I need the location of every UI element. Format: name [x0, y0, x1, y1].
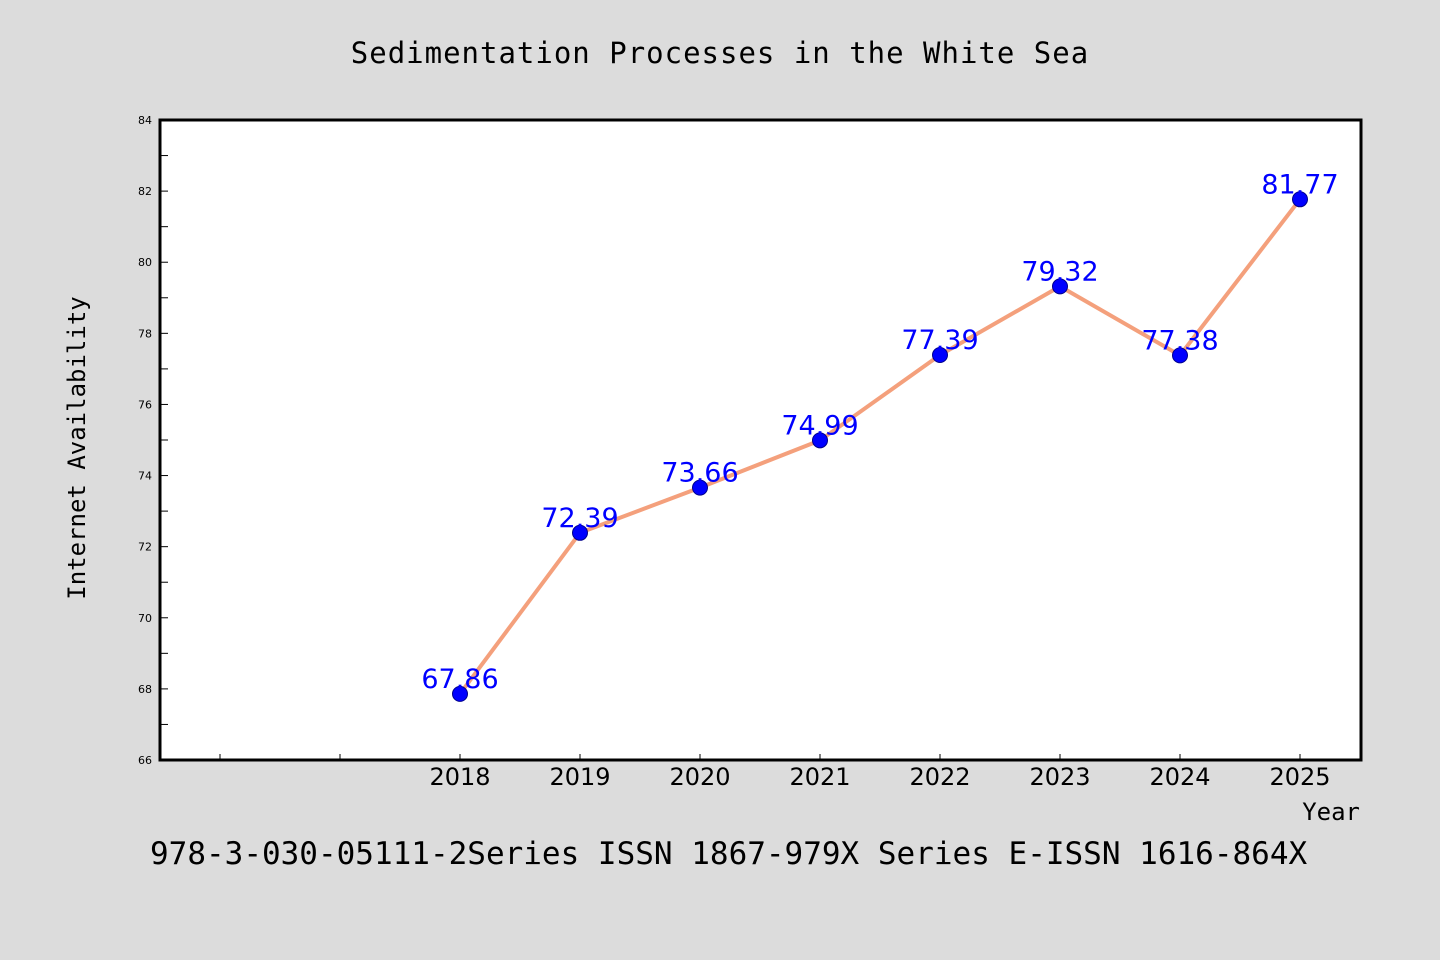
- x-tick-label: 2021: [789, 763, 850, 791]
- data-label: 79.32: [1021, 256, 1098, 287]
- data-point: [1292, 191, 1308, 208]
- y-tick-label: 82: [138, 185, 152, 198]
- y-tick-label: 80: [138, 256, 152, 269]
- y-tick-label: 84: [138, 114, 152, 127]
- x-tick-label: 2024: [1149, 763, 1210, 791]
- data-point: [1172, 347, 1188, 364]
- data-point: [932, 347, 948, 364]
- y-axis-label: Internet Availability: [63, 296, 91, 599]
- data-markers: [452, 191, 1308, 702]
- y-tick-label: 76: [138, 398, 152, 411]
- chart-title: Sedimentation Processes in the White Sea: [351, 36, 1089, 70]
- y-axis: 66 68 70 72 74 76 78 80 82 84: [138, 114, 168, 767]
- x-tick-label: 2025: [1269, 763, 1330, 791]
- data-label: 72.39: [541, 503, 618, 534]
- data-label: 81.77: [1261, 169, 1338, 200]
- series-line-group: [458, 198, 1302, 696]
- data-point: [692, 479, 708, 496]
- data-label: 73.66: [661, 458, 738, 489]
- data-label: 74.99: [781, 410, 858, 441]
- x-tick-label: 2022: [909, 763, 970, 791]
- data-point: [812, 432, 828, 449]
- y-tick-label: 66: [138, 754, 152, 767]
- y-tick-label: 72: [138, 541, 152, 554]
- x-tick-label: 2023: [1029, 763, 1090, 791]
- footer-isbn-text: 978-3-030-05111-2Series ISSN 1867-979X S…: [150, 836, 1307, 872]
- data-label: 77.38: [1141, 325, 1218, 356]
- x-tick-label: 2020: [669, 763, 730, 791]
- x-axis-label: Year: [1302, 798, 1360, 826]
- x-axis: 2018 2019 2020 2021 2022 2023 2024 2025: [219, 754, 1331, 791]
- x-tick-label: 2019: [549, 763, 610, 791]
- data-point: [1052, 278, 1068, 295]
- y-tick-label: 74: [138, 470, 152, 483]
- plot-area: [158, 118, 1363, 762]
- data-label: 67.86: [421, 664, 498, 695]
- data-point: [572, 524, 588, 541]
- y-tick-label: 68: [138, 683, 152, 696]
- series-line: [458, 198, 1302, 696]
- data-label: 77.39: [901, 325, 978, 356]
- data-point: [452, 685, 468, 702]
- data-labels: 67.86 72.39 73.66 74.99 77.39 79.32 77.38 81.77: [421, 169, 1338, 695]
- x-tick-label: 2018: [429, 763, 490, 791]
- y-tick-label: 70: [138, 612, 152, 625]
- y-tick-label: 78: [138, 327, 152, 340]
